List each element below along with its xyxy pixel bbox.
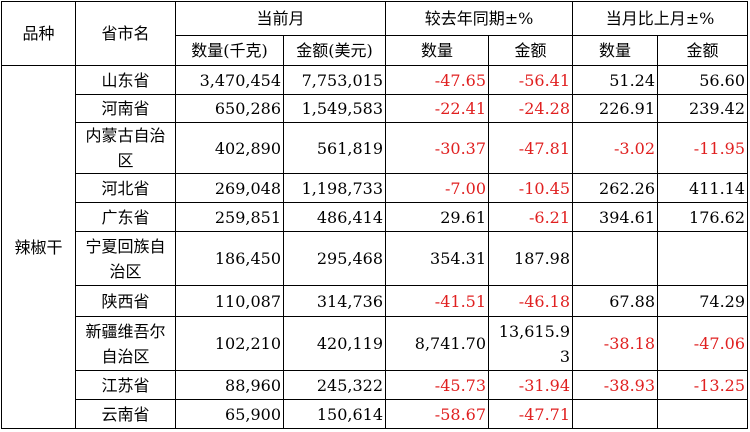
value-cell: -11.95	[657, 122, 749, 174]
value-cell: 269,048	[175, 173, 284, 203]
value-cell: 74.29	[657, 285, 749, 317]
header-cell: 金额(美元)	[282, 35, 387, 66]
table-row: 新疆维吾尔自治区 102,210 420,119 8,741.70 13,615.93-…	[2, 316, 749, 371]
province-cell: 河南省	[75, 94, 176, 123]
value-cell: 1,198,733	[282, 173, 387, 203]
header-cell: 数量(千克)	[175, 35, 284, 66]
value-cell: 29.61	[385, 202, 490, 232]
value-cell: 150,614	[282, 399, 387, 429]
value-cell: 67.88	[572, 285, 659, 317]
value-cell: 13,615.93	[488, 316, 574, 371]
value-cell: 88,960	[175, 370, 284, 400]
value-cell: -3.02	[572, 122, 659, 174]
value-cell: -6.21	[488, 202, 574, 232]
table-row: 云南省 65,900 150,614 -58.67 -47.71	[2, 399, 749, 429]
value-cell	[657, 231, 749, 286]
value-cell: -58.67	[385, 399, 490, 429]
value-cell: 8,741.70	[385, 316, 490, 371]
value-cell	[657, 399, 749, 429]
value-cell: 295,468	[282, 231, 387, 286]
value-cell: -38.93	[572, 370, 659, 400]
header-cell: 省市名	[75, 1, 176, 66]
value-cell	[572, 399, 659, 429]
table-row: 陕西省 110,087 314,736 -41.51 -46.18 67.88 74.29	[2, 285, 749, 317]
value-cell: 7,753,015	[282, 65, 387, 95]
value-cell: -30.37	[385, 122, 490, 174]
value-cell: 561,819	[282, 122, 387, 174]
value-cell: 420,119	[282, 316, 387, 371]
value-cell: 402,890	[175, 122, 284, 174]
value-cell: -24.28	[488, 94, 574, 123]
value-cell: -10.45	[488, 173, 574, 203]
value-cell: -41.51	[385, 285, 490, 317]
value-cell: -31.94	[488, 370, 574, 400]
value-cell: -38.18	[572, 316, 659, 371]
province-cell: 宁夏回族自治区	[75, 231, 176, 286]
value-cell: -47.81	[488, 122, 574, 174]
value-cell: 411.14	[657, 173, 749, 203]
value-cell: -7.00	[385, 173, 490, 203]
value-cell: 65,900	[175, 399, 284, 429]
value-cell	[572, 231, 659, 286]
header-cell: 数量	[385, 35, 490, 66]
value-cell: -46.18	[488, 285, 574, 317]
value-cell: 259,851	[175, 202, 284, 232]
value-cell: -45.73	[385, 370, 490, 400]
value-cell: 394.61	[572, 202, 659, 232]
value-cell: 262.26	[572, 173, 659, 203]
value-cell: 239.42	[657, 94, 749, 123]
province-cell: 陕西省	[75, 285, 176, 317]
value-cell: 51.24	[572, 65, 659, 95]
value-cell: 3,470,454	[175, 65, 284, 95]
value-cell: -47.06	[657, 316, 749, 371]
table-row: 河南省 650,286 1,549,583 -22.41 -24.28 226.91 239…	[2, 94, 749, 123]
value-cell: 56.60	[657, 65, 749, 95]
value-cell: 102,210	[175, 316, 284, 371]
value-cell: 110,087	[175, 285, 284, 317]
value-cell: -47.65	[385, 65, 490, 95]
value-cell: 187.98	[488, 231, 574, 286]
header-cell: 较去年同期±%	[385, 1, 574, 36]
header-cell: 当月比上月±%	[572, 1, 749, 36]
header-cell: 金额	[657, 35, 749, 66]
value-cell: -56.41	[488, 65, 574, 95]
value-cell: 650,286	[175, 94, 284, 123]
table-body: 辣椒干 山东省 3,470,454 7,753,015 -47.65 -56.41 51.2…	[1, 65, 749, 429]
province-cell: 河北省	[75, 173, 176, 203]
value-cell: -13.25	[657, 370, 749, 400]
value-cell: 245,322	[282, 370, 387, 400]
header-cell: 品种	[1, 1, 76, 66]
value-cell: 1,549,583	[282, 94, 387, 123]
province-cell: 云南省	[75, 399, 176, 429]
province-cell: 江苏省	[75, 370, 176, 400]
table-row: 江苏省 88,960 245,322 -45.73 -31.94 -38.93 -13.25	[2, 370, 749, 400]
value-cell: 176.62	[657, 202, 749, 232]
value-cell: -22.41	[385, 94, 490, 123]
header-cell: 当前月	[174, 1, 387, 36]
value-cell: 314,736	[282, 285, 387, 317]
header-cell: 金额	[488, 35, 574, 66]
value-cell: 486,414	[282, 202, 387, 232]
province-cell: 新疆维吾尔自治区	[75, 316, 176, 371]
province-cell: 山东省	[75, 65, 176, 95]
value-cell: 226.91	[572, 94, 659, 123]
value-cell: 354.31	[385, 231, 490, 286]
table-row: 河北省 269,048 1,198,733 -7.00 -10.45 262.26 411.…	[2, 173, 749, 203]
table-row: 宁夏回族自治区 186,450 295,468 354.31 187.98	[2, 231, 749, 286]
header-cell: 数量	[572, 35, 659, 66]
value-cell: 186,450	[175, 231, 284, 286]
province-cell: 广东省	[75, 202, 176, 232]
table-row: 内蒙古自治区 402,890 561,819 -30.37 -47.81 -3.02 -11…	[2, 122, 749, 174]
table-row: 辣椒干 山东省 3,470,454 7,753,015 -47.65 -56.41 51.2…	[1, 65, 749, 429]
table-row: 广东省 259,851 486,414 29.61 -6.21 394.61 176.62	[2, 202, 749, 232]
province-cell: 内蒙古自治区	[75, 122, 176, 174]
value-cell: -47.71	[488, 399, 574, 429]
variety-cell: 辣椒干	[1, 65, 76, 429]
